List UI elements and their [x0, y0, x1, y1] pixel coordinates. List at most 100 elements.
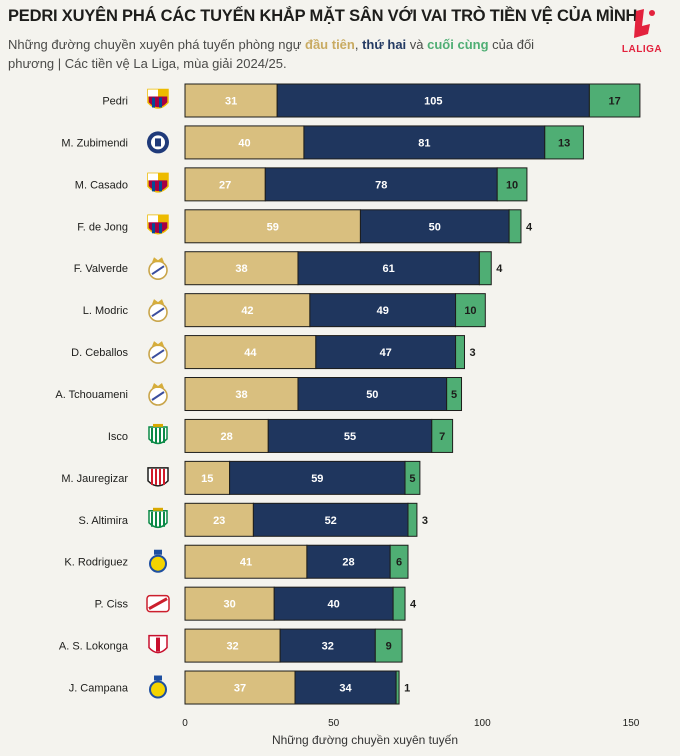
- chart-subtitle: Những đường chuyền xuyên phá tuyến phòng…: [8, 35, 568, 73]
- player-label: A. Tchouameni: [55, 389, 128, 401]
- bar-segment-1: [184, 167, 266, 202]
- player-label: D. Ceballos: [71, 347, 128, 359]
- laliga-logo: LALIGA: [614, 8, 670, 58]
- las-palmas-crest-icon: [149, 675, 167, 699]
- player-label: F. Valverde: [74, 263, 128, 275]
- data-label: 40: [328, 599, 340, 611]
- data-label: 5: [451, 389, 457, 401]
- bar-segment-1: [184, 335, 317, 370]
- bar-segment-3: [455, 293, 486, 328]
- bar-segment-2: [229, 460, 406, 495]
- rayo-vallecano-crest-icon: [146, 594, 170, 613]
- barcelona-crest-icon: [147, 88, 169, 109]
- bar-segment-1: [184, 418, 269, 453]
- subtitle-text-4: của đối phương | Các tiền vệ La Liga, mù…: [8, 37, 535, 71]
- data-label: 61: [383, 263, 395, 275]
- bar-segment-3: [389, 544, 409, 579]
- bar-segment-2: [315, 335, 457, 370]
- player-label: A. S. Lokonga: [59, 641, 129, 653]
- data-label: 55: [344, 431, 356, 443]
- data-label: 47: [380, 347, 392, 359]
- x-tick-label: 150: [623, 718, 640, 729]
- chart-title: PEDRI XUYÊN PHÁ CÁC TUYẾN KHẮP MẶT SÂN V…: [8, 7, 638, 25]
- data-label: 49: [377, 305, 389, 317]
- bar-segment-3: [588, 83, 641, 118]
- data-label: 5: [409, 473, 415, 485]
- bar-segment-3: [544, 125, 584, 160]
- data-label: 27: [219, 179, 231, 191]
- bar-segment-1: [184, 83, 278, 118]
- real-madrid-crest-icon: [148, 383, 168, 406]
- x-tick-label: 0: [182, 718, 188, 729]
- player-label: Pedri: [102, 96, 128, 108]
- data-label: 10: [464, 305, 476, 317]
- player-label: J. Campana: [69, 683, 129, 695]
- bar-segment-3: [446, 377, 463, 412]
- data-label: 4: [526, 221, 533, 233]
- bar-segment-2: [306, 544, 391, 579]
- bar-segment-1: [184, 125, 305, 160]
- data-label: 6: [396, 557, 402, 569]
- bar-segment-2: [276, 83, 590, 118]
- player-label: S. Altimira: [78, 515, 128, 527]
- bar-segment-2: [297, 251, 480, 286]
- real-madrid-crest-icon: [148, 299, 168, 322]
- bar-segment-3: [455, 335, 465, 370]
- player-label: P. Ciss: [95, 599, 129, 611]
- data-label: 3: [469, 347, 475, 359]
- bar-segment-3: [404, 460, 421, 495]
- bar-segment-1: [184, 586, 275, 621]
- legend-second: thứ hai: [362, 37, 407, 52]
- real-betis-crest-icon: [148, 423, 168, 445]
- bar-segment-1: [184, 670, 296, 705]
- bar-segment-2: [303, 125, 546, 160]
- data-label: 28: [342, 557, 354, 569]
- sevilla-crest-icon: [148, 634, 168, 654]
- data-label: 78: [375, 179, 387, 191]
- subtitle-text-2: ,: [354, 37, 363, 52]
- player-label: Isco: [108, 431, 128, 443]
- data-label: 44: [244, 347, 257, 359]
- bar-segment-1: [184, 460, 231, 495]
- data-label: 42: [241, 305, 253, 317]
- data-label: 28: [221, 431, 233, 443]
- player-label: M. Jauregizar: [61, 473, 128, 485]
- bar-segment-3: [478, 251, 492, 286]
- bar-segment-3: [374, 628, 403, 663]
- athletic-bilbao-crest-icon: [147, 467, 169, 487]
- data-label: 59: [311, 473, 323, 485]
- data-label: 31: [225, 96, 237, 108]
- real-betis-crest-icon: [148, 507, 168, 529]
- x-axis-title: Những đường chuyền xuyên tuyến: [272, 733, 458, 747]
- legend-third: cuối cùng: [427, 37, 489, 52]
- bar-segment-3: [407, 502, 418, 537]
- bar-segment-3: [496, 167, 528, 202]
- data-label: 10: [506, 179, 518, 191]
- x-tick-label: 100: [474, 718, 491, 729]
- barcelona-crest-icon: [147, 172, 169, 193]
- real-madrid-crest-icon: [148, 257, 168, 281]
- data-label: 30: [223, 599, 235, 611]
- bar-segment-2: [294, 670, 397, 705]
- real-sociedad-crest-icon: [147, 131, 169, 154]
- real-madrid-crest-icon: [148, 341, 168, 364]
- bar-segment-2: [252, 502, 409, 537]
- data-label: 59: [267, 221, 279, 233]
- laliga-logo-text: LALIGA: [621, 44, 663, 55]
- bar-segment-3: [392, 586, 406, 621]
- data-label: 50: [366, 389, 378, 401]
- bar-segment-3: [431, 418, 454, 453]
- bar-segment-2: [359, 209, 510, 244]
- data-label: 34: [339, 683, 352, 695]
- data-label: 81: [418, 137, 430, 149]
- data-label: 3: [422, 515, 428, 527]
- player-label: M. Casado: [75, 179, 128, 191]
- data-label: 4: [410, 599, 417, 611]
- data-label: 52: [325, 515, 337, 527]
- player-label: F. de Jong: [77, 221, 128, 233]
- bar-segment-2: [279, 628, 376, 663]
- data-label: 40: [238, 137, 250, 149]
- data-label: 32: [322, 641, 334, 653]
- player-label: M. Zubimendi: [61, 137, 128, 149]
